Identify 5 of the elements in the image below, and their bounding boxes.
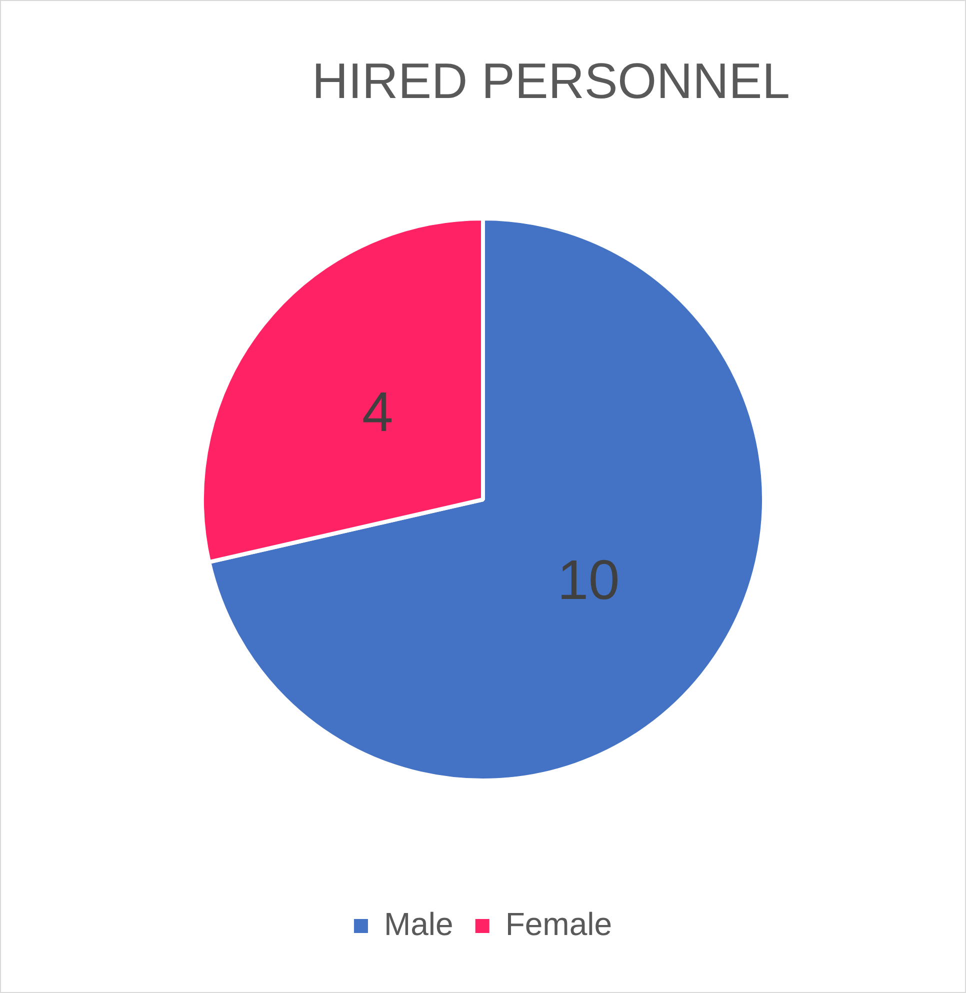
data-label: 10 [557,548,620,612]
legend-label: Female [505,906,612,942]
data-label: 4 [362,380,394,443]
legend-label: Male [384,906,454,942]
chart-title: HIRED PERSONNEL [311,52,791,111]
